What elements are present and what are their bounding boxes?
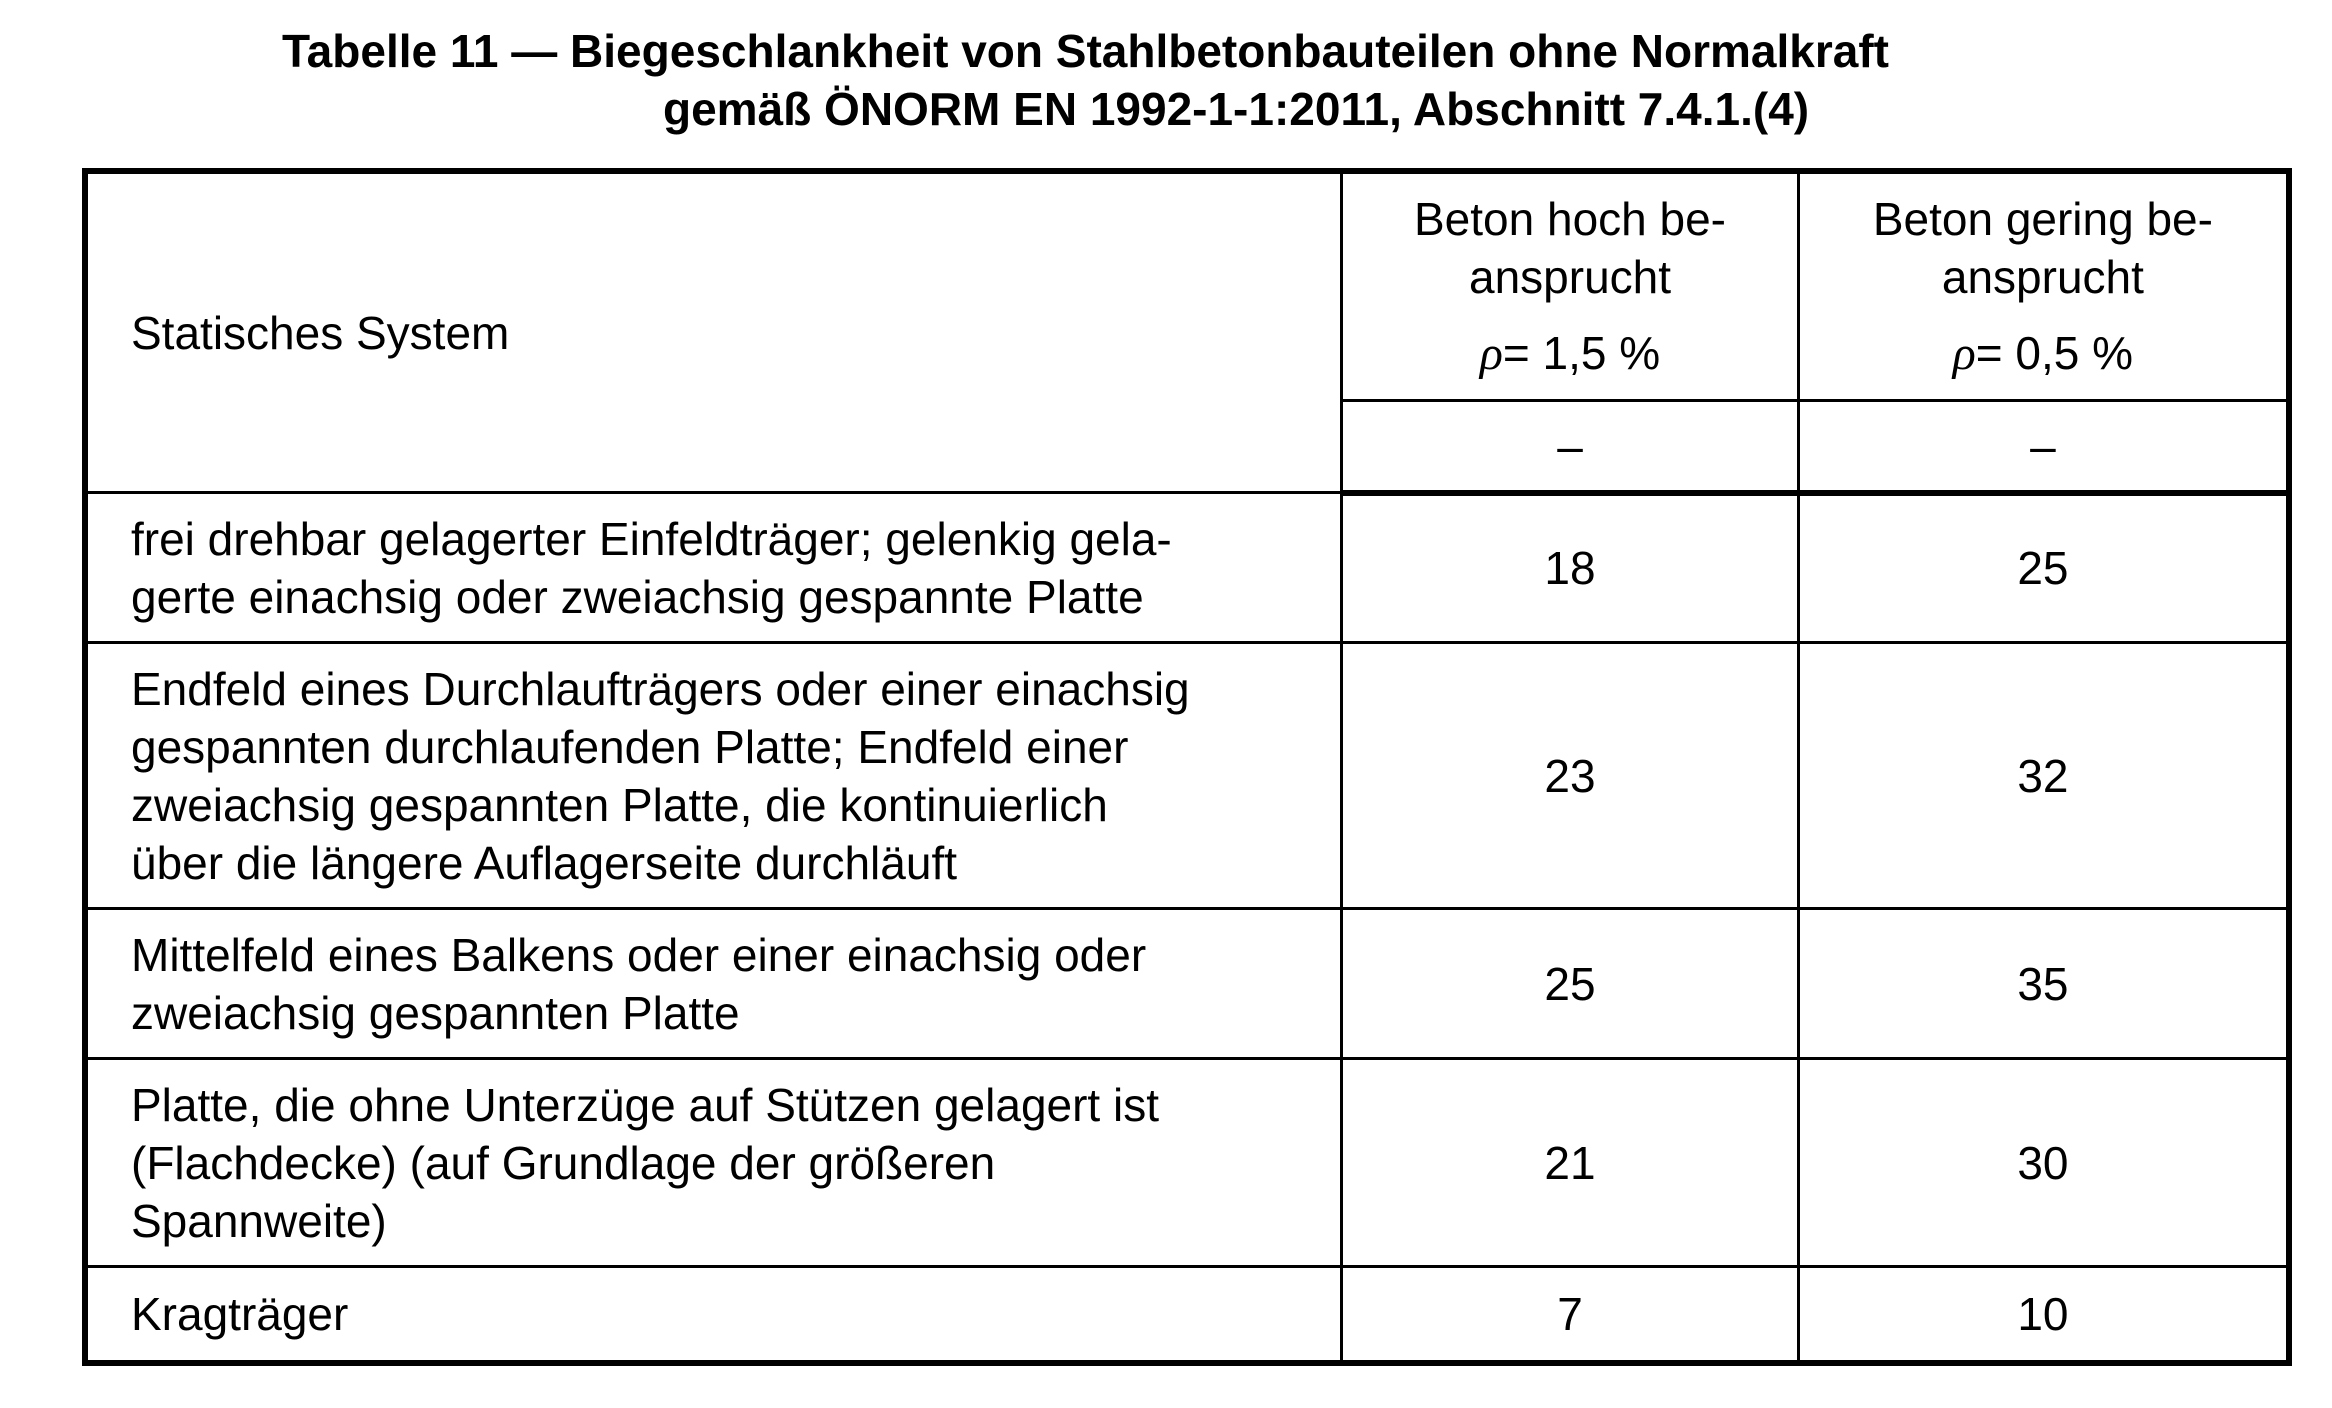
value-low-cell: 25 [1796, 491, 2291, 644]
table-row: Platte, die ohne Unterzüge auf Stützen g… [83, 1057, 2291, 1268]
slenderness-table: Statisches System Beton hoch be- anspruc… [82, 168, 2292, 1366]
table-row: Mittelfeld eines Balkens oder einer eina… [83, 907, 2291, 1060]
system-cell: Kragträger [83, 1265, 1344, 1364]
value-low-cell: 30 [1796, 1057, 2291, 1268]
system-text-line: Mittelfeld eines Balkens oder einer eina… [131, 928, 1147, 981]
header-system-label: Statisches System [131, 306, 510, 359]
system-cell: frei drehbar gelagerter Einfeldträger; g… [83, 491, 1344, 644]
system-text-line: frei drehbar gelagerter Einfeldträger; g… [131, 512, 1172, 565]
unit-low: – [1796, 399, 2291, 496]
value-low-cell: 10 [1796, 1265, 2291, 1364]
system-text-line: Endfeld eines Durchlaufträgers oder eine… [131, 662, 1190, 715]
table-title-line2: gemäß ÖNORM EN 1992-1-1:2011, Abschnitt … [663, 83, 1810, 135]
system-cell: Endfeld eines Durchlaufträgers oder eine… [83, 641, 1344, 910]
table-row: Kragträger 7 10 [83, 1265, 2291, 1364]
system-text-line: zweiachsig gespannten Platte, die kontin… [131, 778, 1108, 831]
rho-value-low: = 0,5 % [1975, 327, 2134, 379]
system-text-line: Spannweite) [131, 1194, 387, 1247]
value-high-cell: 25 [1340, 907, 1800, 1060]
table-body: frei drehbar gelagerter Einfeldträger; g… [83, 491, 2291, 1364]
value-high-cell: 7 [1340, 1265, 1800, 1364]
system-text-line: gespannten durchlaufenden Platte; Endfel… [131, 720, 1129, 773]
table-row: frei drehbar gelagerter Einfeldträger; g… [83, 491, 2291, 644]
system-cell: Mittelfeld eines Balkens oder einer eina… [83, 907, 1344, 1060]
system-text-line: Platte, die ohne Unterzüge auf Stützen g… [131, 1078, 1159, 1131]
system-text-line: über die längere Auflagerseite durchläuf… [131, 836, 958, 889]
rho-value-high: = 1,5 % [1502, 327, 1661, 379]
header-high-cell: Beton hoch be- ansprucht ρ= 1,5 % [1340, 169, 1800, 402]
header-high-line1: Beton hoch be- [1414, 193, 1727, 245]
value-high-cell: 23 [1340, 641, 1800, 910]
system-text-line: (Flachdecke) (auf Grundlage der größeren [131, 1136, 996, 1189]
header-system-cell: Statisches System [83, 169, 1344, 494]
value-low-cell: 32 [1796, 641, 2291, 910]
header-low-line2: ansprucht [1941, 251, 2144, 303]
header-high-line2: ansprucht [1469, 251, 1672, 303]
header-low-rho: ρ= 0,5 % [1800, 324, 2286, 383]
value-high-cell: 21 [1340, 1057, 1800, 1268]
system-cell: Platte, die ohne Unterzüge auf Stützen g… [83, 1057, 1344, 1268]
system-text-line: gerte einachsig oder zweiachsig gespannt… [131, 570, 1144, 623]
rho-symbol-high: ρ [1479, 327, 1503, 380]
header-row: Statisches System Beton hoch be- anspruc… [83, 169, 2291, 494]
system-text-line: Kragträger [131, 1287, 349, 1340]
header-low-line1: Beton gering be- [1872, 193, 2213, 245]
header-high-rho: ρ= 1,5 % [1343, 324, 1797, 383]
table-title-line1: Tabelle 11 — Biegeschlankheit von Stahlb… [282, 25, 1889, 77]
rho-symbol-low: ρ [1952, 327, 1976, 380]
value-low-cell: 35 [1796, 907, 2291, 1060]
value-high-cell: 18 [1340, 491, 1800, 644]
header-low-cell: Beton gering be- ansprucht ρ= 0,5 % [1796, 169, 2291, 402]
table-row: Endfeld eines Durchlaufträgers oder eine… [83, 641, 2291, 910]
unit-row: – – [85, 399, 2291, 496]
unit-high: – [1340, 399, 1800, 496]
system-text-line: zweiachsig gespannten Platte [131, 986, 740, 1039]
